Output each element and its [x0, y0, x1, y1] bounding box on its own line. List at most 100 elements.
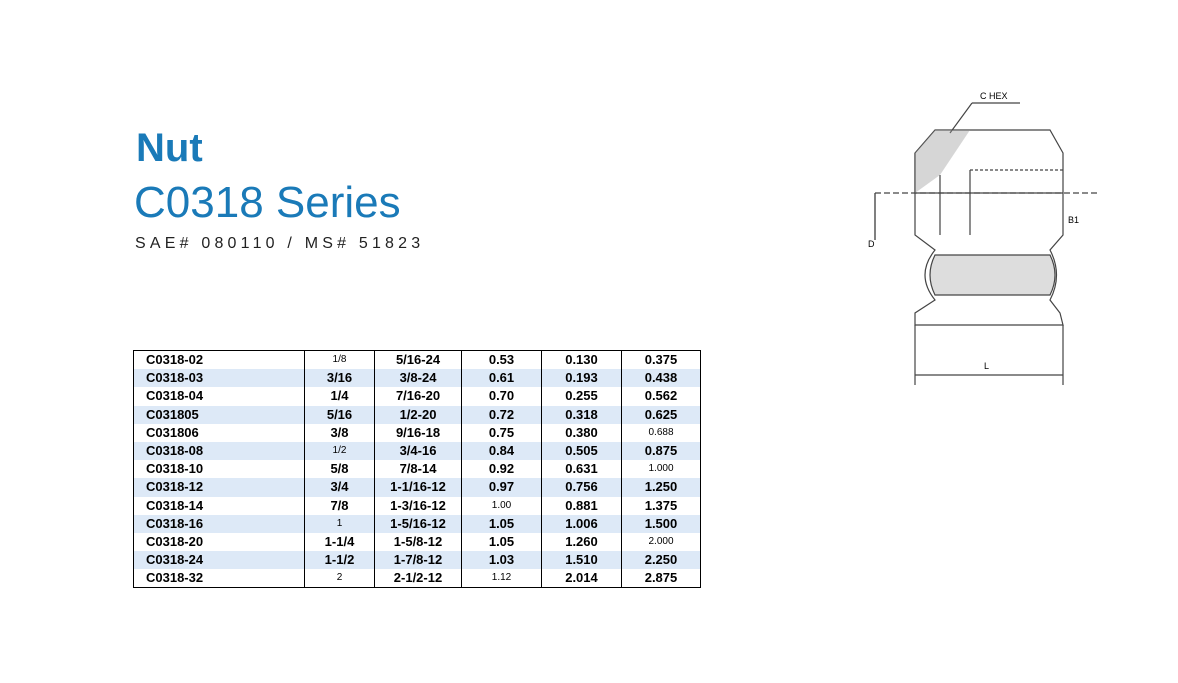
- table-cell: 0.130: [541, 350, 622, 370]
- table-cell: 0.631: [541, 460, 622, 479]
- table-cell: 3/8: [304, 423, 375, 442]
- table-cell: 0.70: [461, 387, 542, 406]
- table-cell: 7/8-14: [374, 460, 462, 479]
- table-row: C0318-12 3/4 1-1/16-12 0.97 0.756 1.250: [133, 478, 701, 497]
- table-cell: 3/8-24: [374, 369, 462, 388]
- table-cell: 0.53: [461, 350, 542, 370]
- table-cell: 2: [304, 569, 375, 588]
- table-cell: 0.881: [541, 496, 622, 515]
- table-cell: 1-1/4: [304, 532, 375, 552]
- table-cell: C031806: [146, 424, 199, 440]
- table-cell: 0.72: [461, 405, 542, 424]
- table-cell: C0318-20: [146, 533, 204, 549]
- label-d: D: [868, 239, 875, 249]
- table-cell: 2.875: [621, 569, 701, 588]
- table-cell: 1-1/2: [304, 551, 375, 570]
- table-cell: 5/16-24: [374, 350, 462, 370]
- table-cell: 1.000: [621, 460, 701, 479]
- table-cell: 1/2: [304, 441, 375, 461]
- table-cell: C0318-12: [133, 478, 305, 497]
- table-cell: C0318-02: [146, 352, 204, 368]
- table-cell: 1.12: [461, 569, 542, 588]
- table-cell: 0.505: [541, 441, 622, 461]
- table-cell: 1.00: [461, 496, 542, 515]
- table-cell: C031805: [133, 405, 305, 424]
- table-cell: 5/16: [304, 405, 375, 424]
- table-row: C0318-04 1/4 7/16-20 0.70 0.255 0.562: [134, 387, 701, 406]
- table-cell: 0.75: [461, 423, 542, 442]
- table-cell: C0318-08: [133, 441, 305, 461]
- table-cell: 1.250: [621, 478, 701, 497]
- label-chex: C HEX: [980, 91, 1008, 101]
- table-cell: 3/4: [304, 478, 375, 497]
- table-cell: 0.84: [461, 441, 542, 461]
- table-cell: 0.688: [621, 423, 701, 442]
- table-cell: 0.562: [621, 387, 701, 406]
- table-row: C031805 5/16 1/2-20 0.72 0.318 0.625: [133, 405, 701, 424]
- table-cell: 7/16-20: [374, 387, 462, 406]
- table-cell: 2.014: [541, 569, 622, 588]
- table-cell: 3/16: [304, 369, 375, 388]
- spec-table: C0318-02 1/8 5/16-24 0.53 0.130 0.375 C0318-03…: [133, 350, 701, 589]
- table-row: C0318-24 1-1/2 1-7/8-12 1.03 1.510 2.250: [133, 551, 701, 570]
- table-cell: 0.625: [621, 405, 701, 424]
- label-b1: B1: [1068, 215, 1079, 225]
- table-cell: C0318-03: [133, 369, 305, 388]
- table-cell: 0.255: [541, 387, 622, 406]
- table-row: C0318-08 1/2 3/4-16 0.84 0.505 0.875: [133, 441, 701, 461]
- table-cell: 2-1/2-12: [374, 569, 462, 588]
- table-cell: 1/8: [304, 350, 375, 370]
- table-cell: 1-3/16-12: [374, 496, 462, 515]
- table-cell: C0318-04: [146, 388, 204, 404]
- table-cell: C0318-32: [146, 570, 204, 586]
- label-l: L: [984, 361, 989, 371]
- table-cell: 1.375: [621, 496, 701, 515]
- table-cell: 0.97: [461, 478, 542, 497]
- table-cell: 1-7/8-12: [374, 551, 462, 570]
- table-cell: 1-5/8-12: [374, 532, 462, 552]
- table-cell: 0.380: [541, 423, 622, 442]
- diagram: C HEX B1 D L: [868, 91, 1100, 385]
- table-cell: 1/2-20: [374, 405, 462, 424]
- table-row: C0318-10 5/8 7/8-14 0.92 0.631 1.000: [134, 460, 701, 479]
- table-cell: 1-5/16-12: [374, 514, 462, 533]
- table-cell: 1.510: [541, 551, 622, 570]
- series: C0318 Series: [134, 178, 401, 227]
- table-cell: C0318-16: [133, 514, 305, 533]
- table-cell: 0.61: [461, 369, 542, 388]
- title: Nut: [136, 126, 203, 170]
- table-row: C0318-20 1-1/4 1-5/8-12 1.05 1.260 2.000: [134, 532, 701, 552]
- table-cell: 0.318: [541, 405, 622, 424]
- table-row: C0318-02 1/8 5/16-24 0.53 0.130 0.375: [134, 350, 701, 370]
- table-cell: 1: [304, 514, 375, 533]
- table-cell: 1.05: [461, 532, 542, 552]
- table-cell: 1.500: [621, 514, 701, 533]
- table-cell: 1.05: [461, 514, 542, 533]
- table-cell: C0318-14: [146, 497, 204, 513]
- table-cell: 0.875: [621, 441, 701, 461]
- table-cell: 9/16-18: [374, 423, 462, 442]
- table-cell: 1/4: [304, 387, 375, 406]
- table-cell: 1.260: [541, 532, 622, 552]
- table-cell: 5/8: [304, 460, 375, 479]
- table-cell: 7/8: [304, 496, 375, 515]
- table-row: C0318-16 1 1-5/16-12 1.05 1.006 1.500: [133, 514, 701, 533]
- table-cell: 1.03: [461, 551, 542, 570]
- table-row: C031806 3/8 9/16-18 0.75 0.380 0.688: [134, 423, 701, 442]
- table-cell: C0318-24: [133, 551, 305, 570]
- table-cell: 0.193: [541, 369, 622, 388]
- table-cell: 1-1/16-12: [374, 478, 462, 497]
- table-cell: 0.756: [541, 478, 622, 497]
- table-cell: 0.438: [621, 369, 701, 388]
- table-cell: C0318-10: [146, 461, 204, 477]
- table-row: C0318-32 2 2-1/2-12 1.12 2.014 2.875: [134, 569, 701, 588]
- table-cell: 0.92: [461, 460, 542, 479]
- subtitle: SAE# 080110 / MS# 51823: [135, 235, 425, 252]
- table-row: C0318-14 7/8 1-3/16-12 1.00 0.881 1.375: [134, 496, 701, 515]
- table-cell: 2.250: [621, 551, 701, 570]
- table-row: C0318-03 3/16 3/8-24 0.61 0.193 0.438: [133, 369, 701, 388]
- table-cell: 1.006: [541, 514, 622, 533]
- table-cell: 3/4-16: [374, 441, 462, 461]
- table-cell: 0.375: [621, 350, 701, 370]
